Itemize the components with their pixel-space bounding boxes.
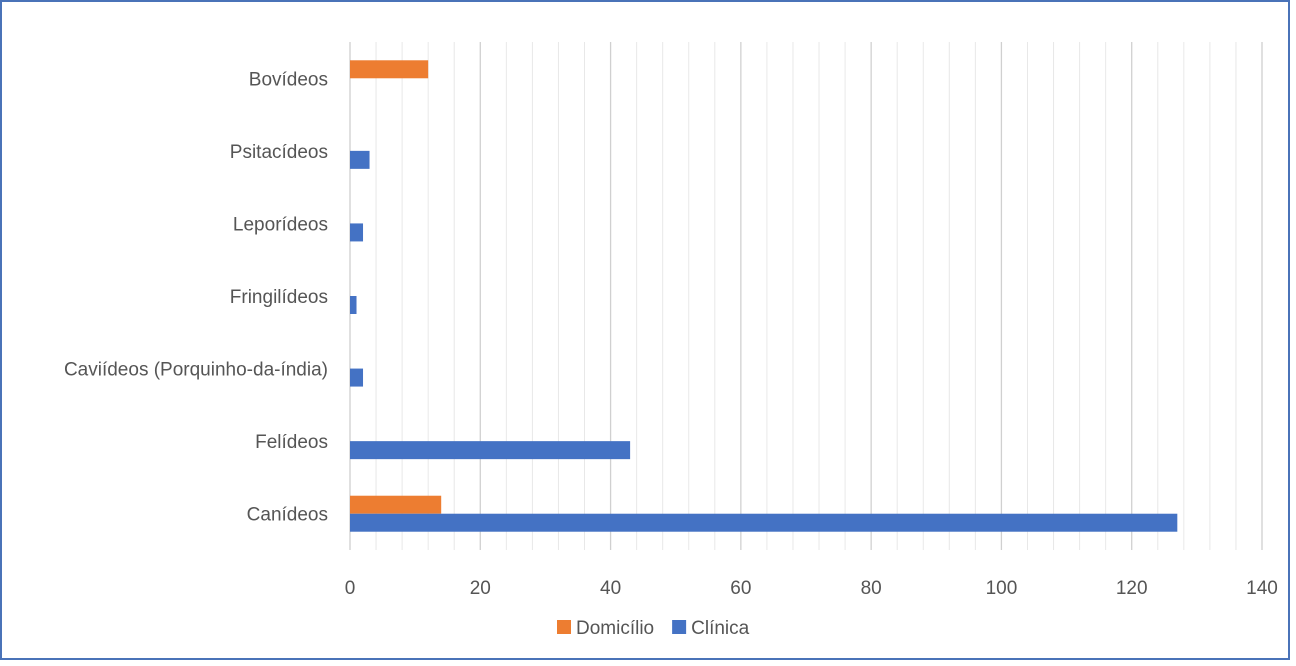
bar-cl-nica-5 bbox=[350, 150, 370, 169]
category-label: Psitacídeos bbox=[230, 142, 328, 163]
category-label: Leporídeos bbox=[233, 214, 328, 235]
bar-cl-nica-4 bbox=[350, 223, 364, 242]
x-tick-label: 100 bbox=[986, 578, 1018, 599]
legend-swatch bbox=[672, 620, 687, 634]
legend: Domicílio Clínica bbox=[557, 618, 750, 639]
x-tick-label: 60 bbox=[730, 578, 751, 599]
bar-cl-nica-3 bbox=[350, 296, 357, 314]
category-label: Canídeos bbox=[247, 505, 328, 526]
x-tick-label: 0 bbox=[345, 578, 356, 599]
x-tick-labels: 0 20 40 60 80 100 120 140 bbox=[345, 578, 1278, 599]
x-tick-label: 140 bbox=[1246, 578, 1278, 599]
category-label: Fringilídeos bbox=[230, 287, 328, 308]
x-tick-label: 40 bbox=[600, 578, 621, 599]
bar-cl-nica-0 bbox=[350, 513, 1178, 532]
bar-cl-nica-1 bbox=[350, 441, 631, 460]
category-label: Bovídeos bbox=[249, 69, 328, 90]
x-tick-label: 80 bbox=[861, 578, 882, 599]
legend-label: Clínica bbox=[691, 618, 750, 639]
legend-label: Domicílio bbox=[576, 618, 654, 639]
grid-lines bbox=[349, 42, 1263, 550]
legend-swatch bbox=[557, 620, 571, 634]
bar-cl-nica-2 bbox=[350, 368, 364, 387]
bar-domic-lio-6 bbox=[350, 60, 429, 79]
bars bbox=[350, 60, 1178, 532]
bar-domic-lio-0 bbox=[350, 495, 442, 514]
category-labels: Canídeos Felídeos Caviídeos (Porquinho-da-… bbox=[64, 69, 328, 525]
category-label: Felídeos bbox=[255, 432, 328, 453]
x-tick-label: 120 bbox=[1116, 578, 1148, 599]
category-label: Caviídeos (Porquinho-da-índia) bbox=[64, 360, 328, 381]
x-tick-label: 20 bbox=[470, 578, 491, 599]
